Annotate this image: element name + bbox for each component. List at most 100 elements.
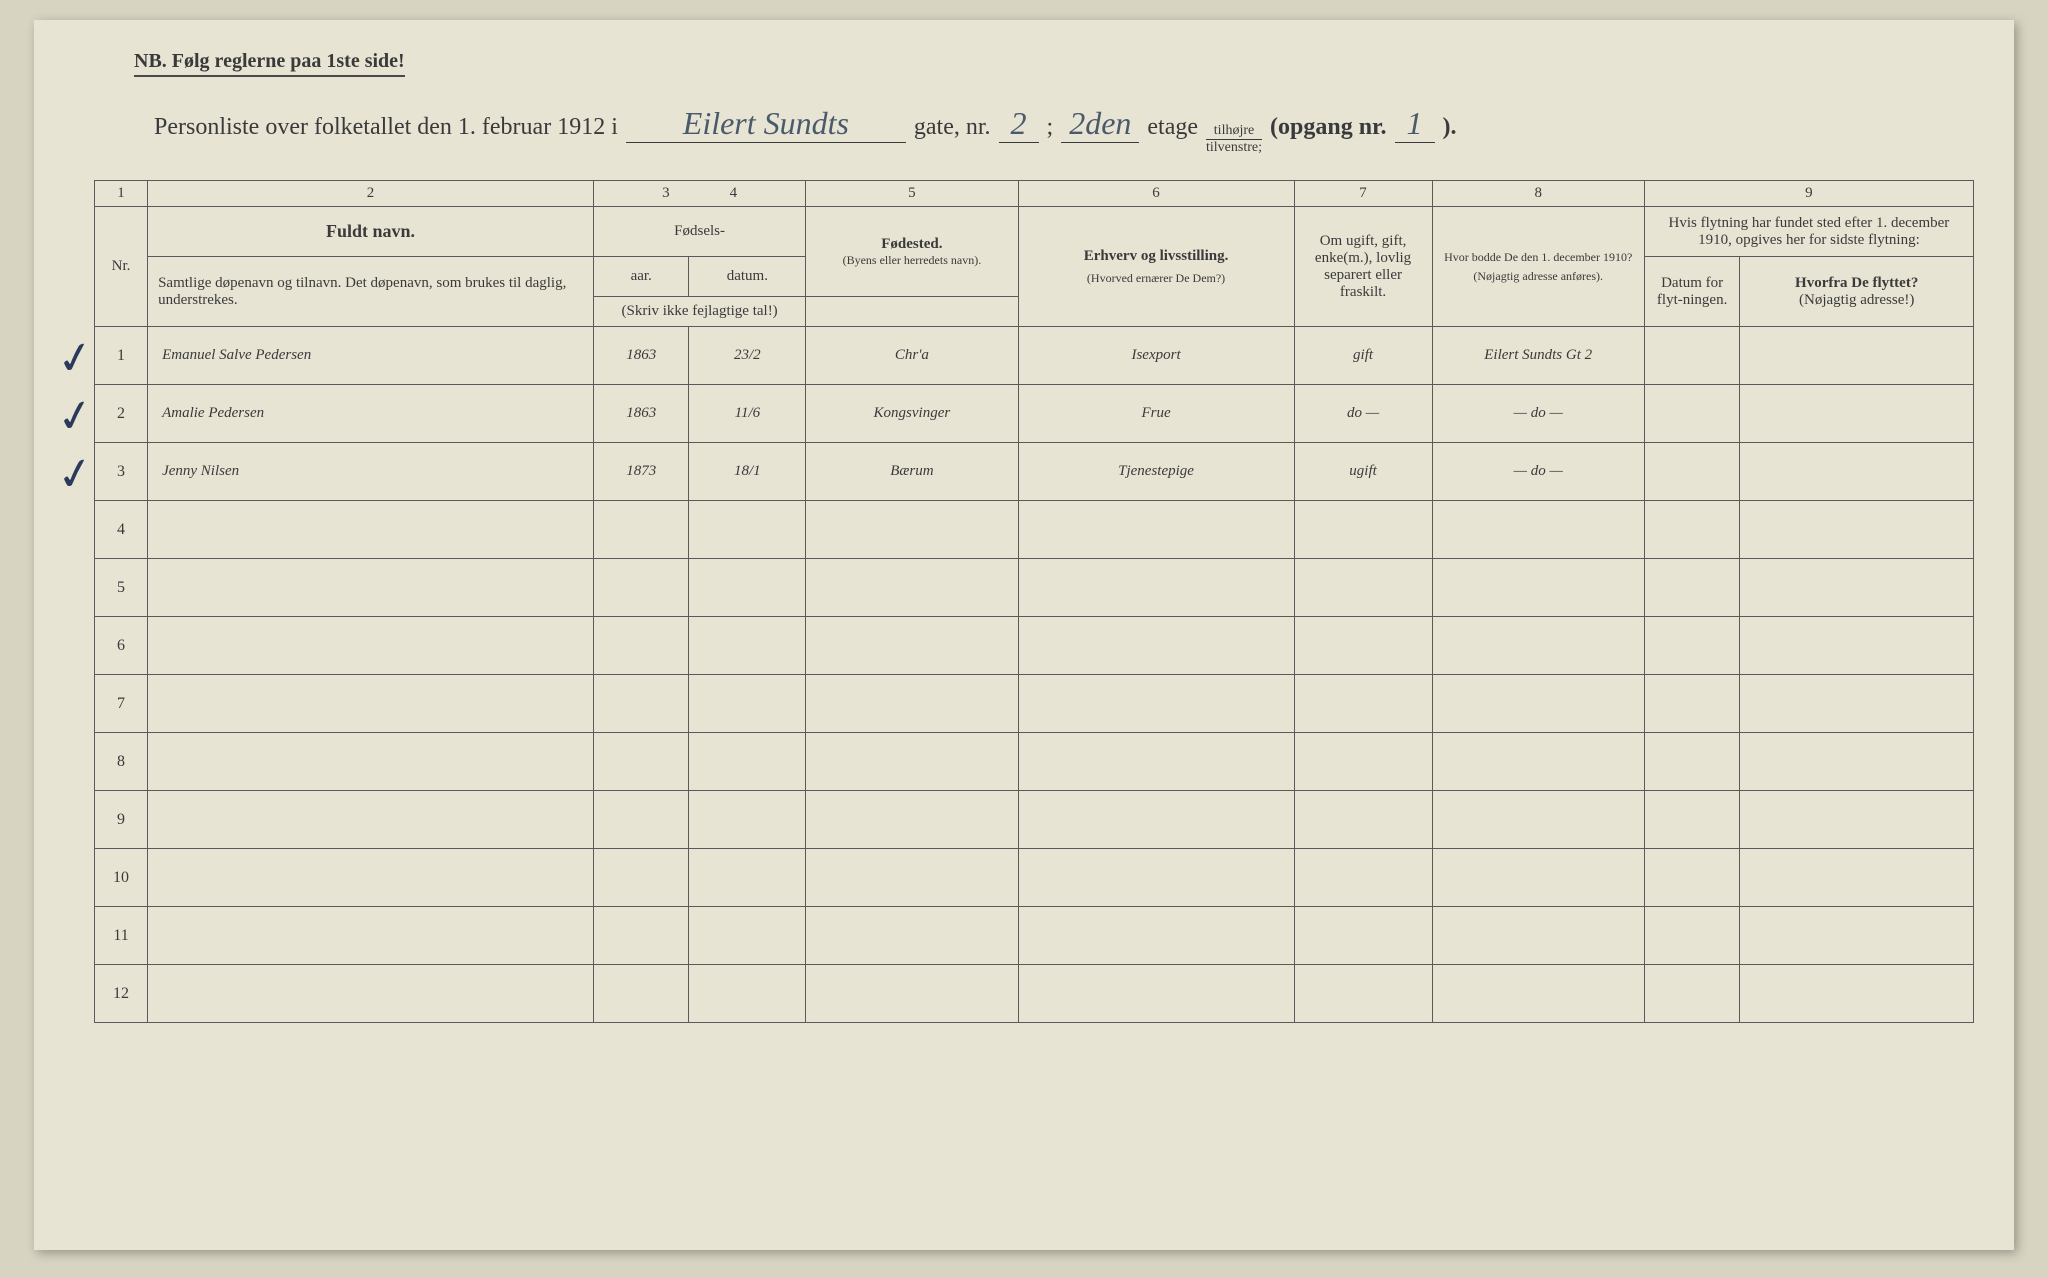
colnum-5: 5	[806, 181, 1018, 207]
row-movedate	[1644, 965, 1740, 1023]
census-table: 1 2 3 4 5 6 7 8 9 Nr. Fuldt navn. Fødsel…	[94, 180, 1974, 1023]
checkmark-icon: ✓	[53, 388, 98, 445]
header-movefrom-sub: (Nøjagtig adresse!)	[1746, 292, 1967, 309]
row-year	[593, 675, 689, 733]
opgang-label: (opgang nr.	[1270, 114, 1386, 141]
row-birthplace	[806, 965, 1018, 1023]
row-nr: 11	[95, 907, 148, 965]
row-nr: 10	[95, 849, 148, 907]
row-name	[148, 559, 594, 617]
tilhojre: tilhøjre	[1206, 124, 1262, 140]
row-occupation	[1018, 559, 1294, 617]
header-birthplace-sub: (Byens eller herredets navn).	[812, 253, 1011, 268]
colnum-3: 3	[662, 185, 670, 201]
header-movedate: Datum for flyt-ningen.	[1644, 257, 1740, 327]
table-row: 7	[95, 675, 1974, 733]
row-year	[593, 501, 689, 559]
row-movefrom	[1740, 849, 1974, 907]
row-occupation	[1018, 733, 1294, 791]
title-line: Personliste over folketallet den 1. febr…	[154, 105, 1974, 155]
row-birthplace	[806, 733, 1018, 791]
row-occupation: Frue	[1018, 385, 1294, 443]
row-addr1910	[1432, 501, 1644, 559]
row-nr: 7	[95, 675, 148, 733]
header-birth-group: Fødsels-	[593, 207, 805, 257]
row-movefrom	[1740, 617, 1974, 675]
colnum-34: 3 4	[593, 181, 805, 207]
row-nr: 3✓	[95, 443, 148, 501]
header-year: aar.	[593, 257, 689, 297]
row-movefrom	[1740, 501, 1974, 559]
row-nr: 6	[95, 617, 148, 675]
row-marital	[1294, 617, 1432, 675]
table-row: 6	[95, 617, 1974, 675]
row-occupation	[1018, 675, 1294, 733]
row-name	[148, 907, 594, 965]
row-date	[689, 559, 806, 617]
row-movedate	[1644, 385, 1740, 443]
row-date	[689, 849, 806, 907]
header-birthplace: Fødested. (Byens eller herredets navn).	[806, 207, 1018, 297]
row-birthplace	[806, 501, 1018, 559]
row-name	[148, 501, 594, 559]
header-date: datum.	[689, 257, 806, 297]
row-addr1910	[1432, 617, 1644, 675]
table-body: 1✓Emanuel Salve Pedersen186323/2Chr'aIse…	[95, 327, 1974, 1023]
row-year	[593, 907, 689, 965]
row-nr: 12	[95, 965, 148, 1023]
row-date: 11/6	[689, 385, 806, 443]
table-row: 4	[95, 501, 1974, 559]
row-addr1910	[1432, 907, 1644, 965]
table-row: 8	[95, 733, 1974, 791]
row-marital	[1294, 849, 1432, 907]
row-year	[593, 965, 689, 1023]
column-number-row: 1 2 3 4 5 6 7 8 9	[95, 181, 1974, 207]
row-name: Amalie Pedersen	[148, 385, 594, 443]
row-year: 1873	[593, 443, 689, 501]
row-movedate	[1644, 907, 1740, 965]
row-date	[689, 501, 806, 559]
row-addr1910	[1432, 733, 1644, 791]
row-marital: do —	[1294, 385, 1432, 443]
row-year	[593, 617, 689, 675]
row-marital	[1294, 907, 1432, 965]
header-name: Fuldt navn.	[148, 207, 594, 257]
checkmark-icon: ✓	[53, 446, 98, 503]
row-occupation	[1018, 617, 1294, 675]
row-occupation	[1018, 501, 1294, 559]
row-marital	[1294, 559, 1432, 617]
row-date: 23/2	[689, 327, 806, 385]
row-movedate	[1644, 849, 1740, 907]
colnum-1: 1	[95, 181, 148, 207]
row-movedate	[1644, 733, 1740, 791]
row-birthplace	[806, 675, 1018, 733]
census-page: NB. Følg reglerne paa 1ste side! Personl…	[34, 20, 2014, 1250]
row-movefrom	[1740, 559, 1974, 617]
row-movedate	[1644, 617, 1740, 675]
opgang-nr: 1	[1395, 105, 1435, 143]
etage-label: etage	[1147, 114, 1198, 141]
row-birthplace	[806, 791, 1018, 849]
row-marital	[1294, 965, 1432, 1023]
row-addr1910: — do —	[1432, 385, 1644, 443]
row-movefrom	[1740, 385, 1974, 443]
row-movefrom	[1740, 965, 1974, 1023]
row-name: Jenny Nilsen	[148, 443, 594, 501]
row-occupation	[1018, 849, 1294, 907]
checkmark-icon: ✓	[53, 330, 98, 387]
row-addr1910	[1432, 849, 1644, 907]
row-movedate	[1644, 443, 1740, 501]
row-nr: 9	[95, 791, 148, 849]
row-marital: ugift	[1294, 443, 1432, 501]
row-movefrom	[1740, 675, 1974, 733]
row-birthplace: Chr'a	[806, 327, 1018, 385]
row-birthplace	[806, 559, 1018, 617]
row-year: 1863	[593, 385, 689, 443]
header-name-sub: Samtlige døpenavn og tilnavn. Det døpena…	[148, 257, 594, 327]
table-row: 5	[95, 559, 1974, 617]
row-marital	[1294, 733, 1432, 791]
header-addr1910-main: Hvor bodde De den 1. december 1910?	[1439, 250, 1638, 265]
table-row: 1✓Emanuel Salve Pedersen186323/2Chr'aIse…	[95, 327, 1974, 385]
header-move-group: Hvis flytning har fundet sted efter 1. d…	[1644, 207, 1973, 257]
colnum-6: 6	[1018, 181, 1294, 207]
